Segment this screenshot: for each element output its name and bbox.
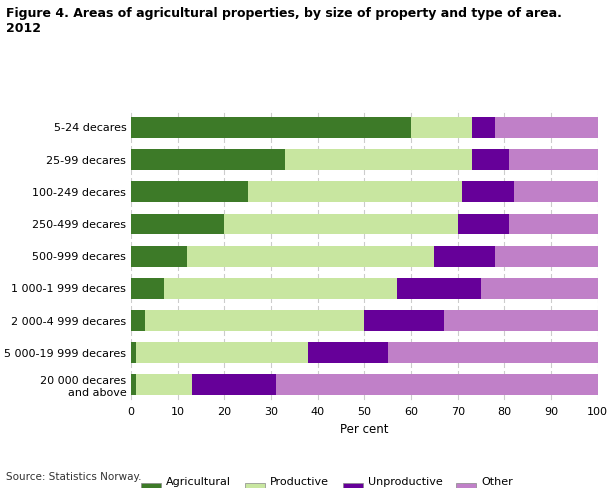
Bar xyxy=(472,149,509,170)
Bar xyxy=(309,342,388,363)
Bar xyxy=(145,310,365,331)
Bar xyxy=(509,214,598,234)
Bar xyxy=(472,117,495,138)
Bar xyxy=(495,246,598,266)
X-axis label: Per cent: Per cent xyxy=(340,423,389,436)
Bar xyxy=(285,149,472,170)
Bar xyxy=(187,246,434,266)
Bar xyxy=(365,310,444,331)
Bar xyxy=(495,117,598,138)
Bar xyxy=(131,278,164,299)
Bar xyxy=(388,342,598,363)
Bar xyxy=(434,246,495,266)
Bar xyxy=(131,149,285,170)
Bar xyxy=(164,278,397,299)
Bar xyxy=(397,278,481,299)
Bar xyxy=(444,310,598,331)
Bar xyxy=(131,117,411,138)
Bar xyxy=(131,342,136,363)
Bar xyxy=(514,182,598,203)
Bar xyxy=(192,374,276,395)
Bar xyxy=(462,182,514,203)
Bar xyxy=(136,374,192,395)
Bar xyxy=(131,374,136,395)
Text: 2012: 2012 xyxy=(6,22,41,35)
Bar xyxy=(131,246,187,266)
Text: Source: Statistics Norway.: Source: Statistics Norway. xyxy=(6,472,142,482)
Bar xyxy=(481,278,598,299)
Bar xyxy=(224,214,458,234)
Bar xyxy=(411,117,472,138)
Bar xyxy=(248,182,462,203)
Bar xyxy=(131,214,224,234)
Bar xyxy=(131,182,248,203)
Bar xyxy=(276,374,598,395)
Legend: Agricultural
area, Productive
forest, Unproductive
forest, Other
area: Agricultural area, Productive forest, Un… xyxy=(137,472,518,488)
Bar xyxy=(136,342,309,363)
Bar xyxy=(131,310,145,331)
Bar xyxy=(509,149,598,170)
Text: Figure 4. Areas of agricultural properties, by size of property and type of area: Figure 4. Areas of agricultural properti… xyxy=(6,7,562,20)
Bar xyxy=(458,214,509,234)
